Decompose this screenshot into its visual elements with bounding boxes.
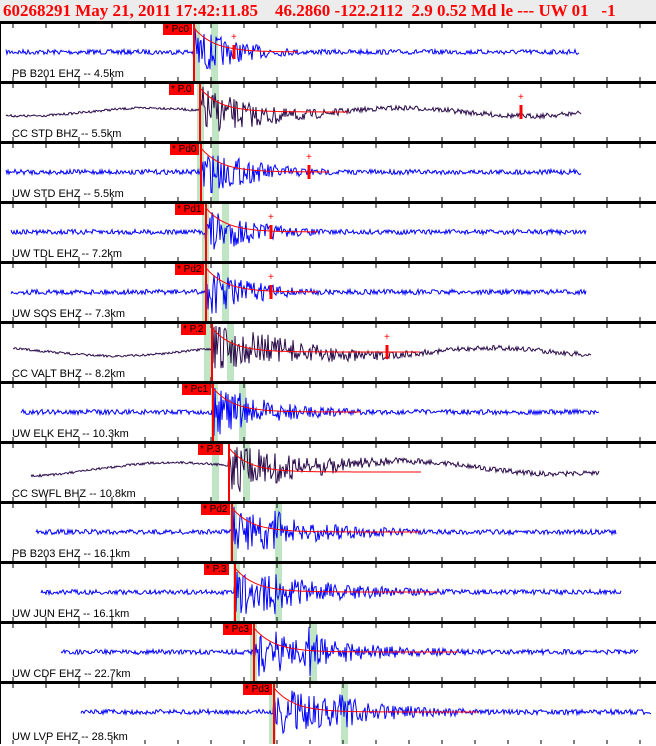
svg-text:+: + — [268, 272, 274, 283]
pick-label[interactable]: * P.3 — [204, 564, 230, 575]
station-label: UW ELK EHZ -- 10.3km — [12, 428, 129, 440]
coda-envelope — [193, 27, 299, 53]
station-label: PB B201 EHZ -- 4.5km — [12, 68, 124, 80]
svg-text:+: + — [268, 212, 274, 223]
waveform-trace — [35, 506, 617, 550]
window-band — [204, 324, 211, 381]
trace-panel[interactable]: * P.3 UW JUN EHZ -- 16.1km — [0, 561, 656, 621]
waveform-trace — [5, 86, 582, 132]
waveform-plot — [12, 384, 641, 441]
pick-label[interactable]: * P.3 — [198, 444, 224, 455]
pick-label[interactable]: * Pd2 — [201, 504, 231, 515]
waveform-plot — [12, 504, 641, 561]
pick-label[interactable]: * Pc1 — [182, 384, 211, 395]
seismogram-panels: + * Pc0 PB B201 EHZ -- 4.5km + * P.0 CC … — [0, 21, 656, 744]
waveform-plot — [12, 444, 641, 501]
window-band — [243, 444, 250, 501]
waveform-trace — [5, 155, 582, 194]
window-band — [212, 84, 219, 141]
trace-panel[interactable]: + * Pc0 PB B201 EHZ -- 4.5km — [0, 21, 656, 81]
waveform-trace — [30, 447, 600, 492]
waveform-trace — [20, 388, 600, 436]
trace-panel[interactable]: + * Pd0 UW STD EHZ -- 5.5km — [0, 141, 656, 201]
svg-text:+: + — [306, 152, 312, 163]
waveform-plot: + — [12, 324, 641, 381]
coda-envelope — [205, 267, 318, 293]
station-label: UW CDF EHZ -- 22.7km — [12, 668, 131, 680]
coda-envelope — [253, 627, 458, 653]
trace-panel[interactable]: * Pd3 UW LVP EHZ -- 28.5km — [0, 681, 656, 744]
station-label: UW LVP EHZ -- 28.5km — [12, 731, 128, 743]
trace-panel[interactable]: * Pd2 PB B203 EHZ -- 16.1km — [0, 501, 656, 561]
waveform-trace — [40, 571, 622, 615]
trace-panel[interactable]: * P.3 CC SWFL BHZ -- 10.8km — [0, 441, 656, 501]
coda-envelope — [212, 387, 361, 413]
pick-label[interactable]: * P.0 — [169, 84, 195, 95]
pick-label[interactable]: * Pc0 — [163, 24, 192, 35]
waveform-plot: + — [10, 264, 641, 321]
waveform-trace — [10, 212, 587, 251]
waveform-plot: + — [5, 84, 641, 141]
svg-text:+: + — [384, 332, 390, 343]
coda-envelope — [228, 447, 421, 473]
trace-panel[interactable]: * Pc3 UW CDF EHZ -- 22.7km — [0, 621, 656, 681]
window-band — [275, 564, 282, 621]
pick-label[interactable]: * Pd2 — [175, 264, 205, 275]
svg-text:+: + — [518, 92, 524, 103]
waveform-trace — [5, 27, 580, 70]
window-band — [275, 504, 282, 561]
waveform-plot — [12, 624, 641, 681]
trace-panel[interactable]: + * Pd2 UW SOS EHZ -- 7.3km — [0, 261, 656, 321]
pick-label[interactable]: * P.2 — [181, 324, 207, 335]
waveform-trace — [10, 271, 587, 314]
pick-label[interactable]: * Pd1 — [175, 204, 205, 215]
coda-envelope — [231, 507, 420, 533]
station-label: PB B203 EHZ -- 16.1km — [12, 548, 130, 560]
station-label: CC STD BHZ -- 5.5km — [12, 128, 122, 140]
event-header: 60268291 May 21, 2011 17:42:11.85 46.286… — [0, 0, 656, 21]
trace-panel[interactable]: * Pc1 UW ELK EHZ -- 10.3km — [0, 381, 656, 441]
waveform-trace — [60, 627, 639, 677]
trace-panel[interactable]: + * P.2 CC VALT BHZ -- 8.2km — [0, 321, 656, 381]
trace-panel[interactable]: + * P.0 CC STD BHZ -- 5.5km — [0, 81, 656, 141]
waveform-trace — [13, 325, 592, 369]
pick-label[interactable]: * Pc3 — [223, 624, 252, 635]
station-label: CC VALT BHZ -- 8.2km — [12, 368, 126, 380]
coda-envelope — [205, 207, 318, 233]
window-band — [212, 444, 219, 501]
coda-envelope — [234, 567, 439, 593]
window-band — [211, 24, 218, 81]
waveform-plot — [12, 684, 652, 744]
station-label: UW TDL EHZ -- 7.2km — [12, 248, 123, 260]
station-label: CC SWFL BHZ -- 10.8km — [12, 488, 136, 500]
svg-text:+: + — [231, 32, 237, 43]
waveform-plot: + — [5, 144, 641, 201]
coda-envelope — [273, 687, 478, 713]
station-label: UW STD EHZ -- 5.5km — [12, 188, 124, 200]
window-band — [212, 144, 219, 201]
station-label: UW JUN EHZ -- 16.1km — [12, 608, 130, 620]
trace-panel[interactable]: + * Pd1 UW TDL EHZ -- 7.2km — [0, 201, 656, 261]
station-label: UW SOS EHZ -- 7.3km — [12, 308, 126, 320]
window-band — [310, 624, 317, 681]
coda-envelope — [211, 327, 420, 353]
waveform-plot: + — [10, 204, 641, 261]
coda-envelope — [199, 87, 348, 113]
waveform-trace — [80, 690, 652, 735]
pick-label[interactable]: * Pd3 — [243, 684, 273, 695]
pick-label[interactable]: * Pd0 — [170, 144, 200, 155]
